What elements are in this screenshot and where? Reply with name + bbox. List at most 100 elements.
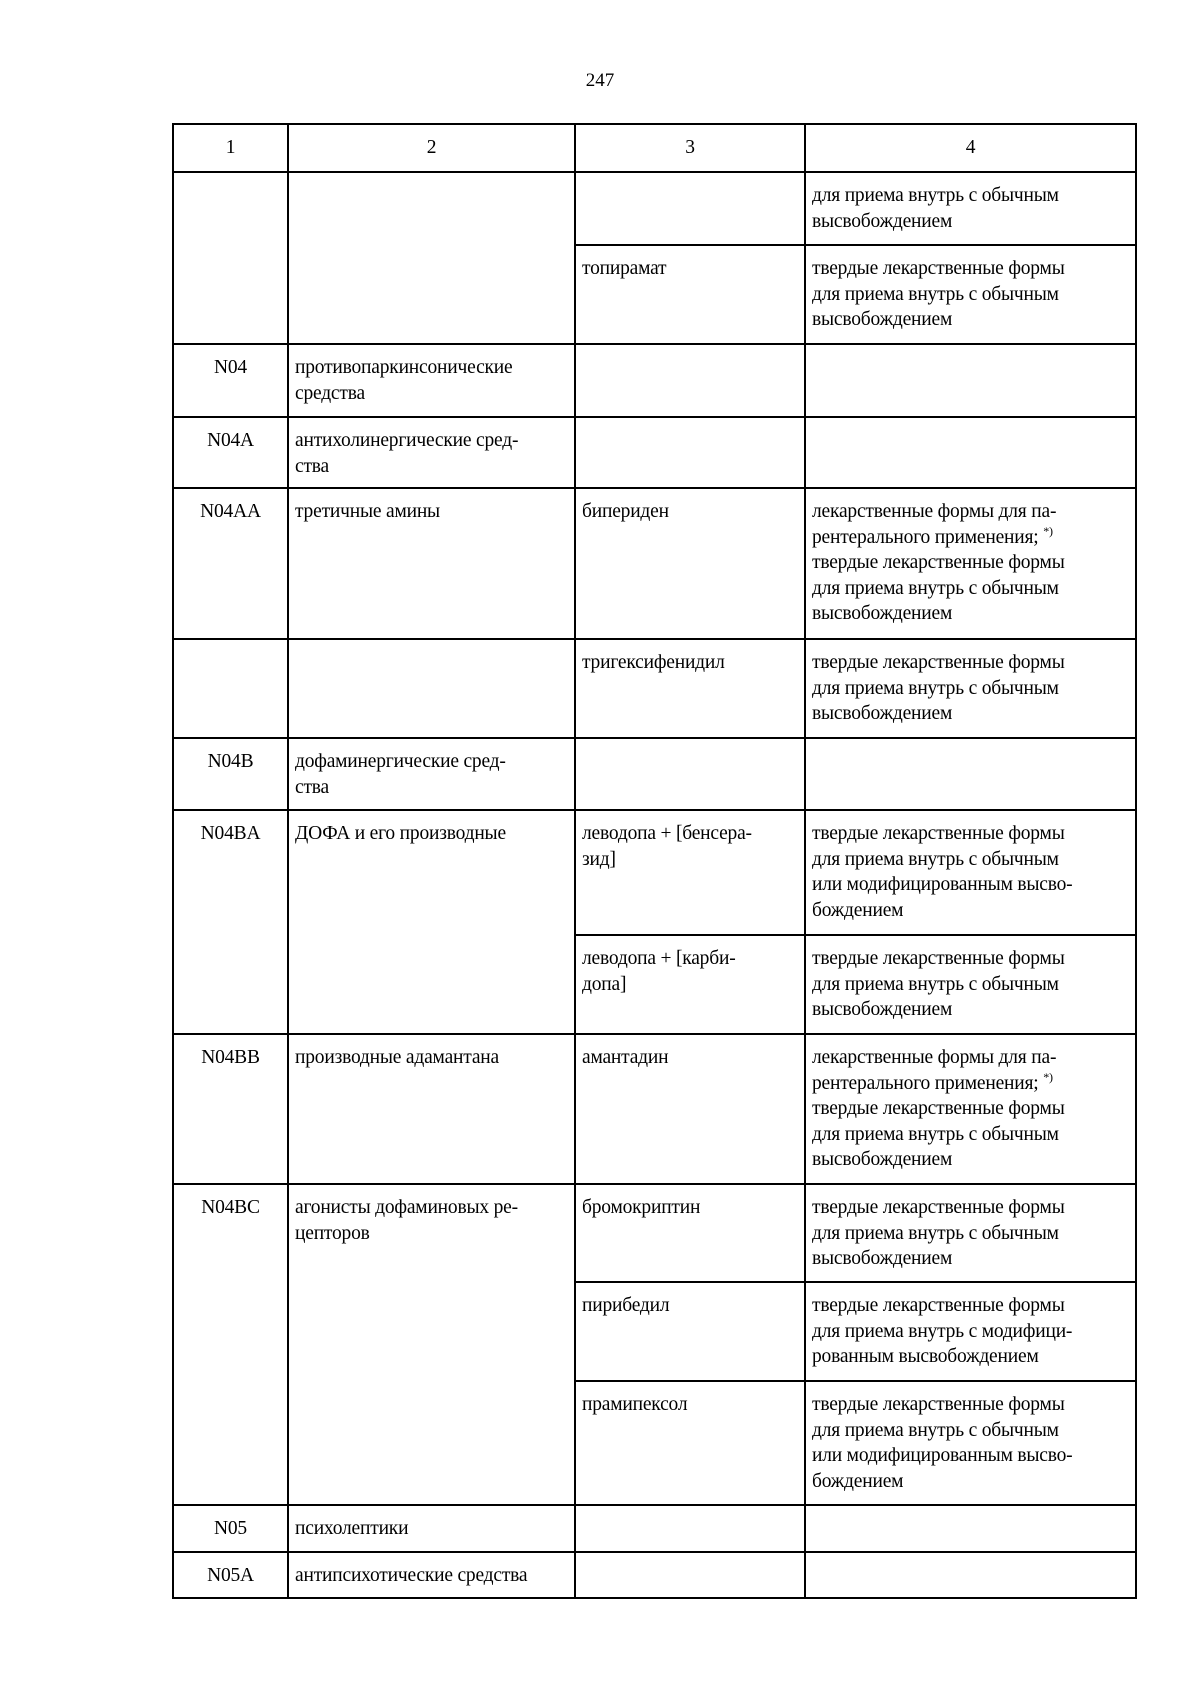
dosage-form-line: высвобождением — [812, 999, 953, 1020]
table-row: N04BA ДОФА и его производные леводопа + [б… — [172, 809, 1137, 1035]
dosage-form-cell — [804, 343, 1137, 418]
drug-name-cell — [574, 171, 806, 246]
header-col-1: 1 — [172, 123, 289, 173]
drug-name-cell — [574, 343, 806, 418]
dosage-form-line: твердые лекарственные формы — [812, 1394, 1065, 1415]
dosage-form-cell — [804, 737, 1137, 811]
dosage-form-line: лекарственные формы для па- — [812, 1047, 1057, 1068]
dosage-form-line: твердые лекарственные формы — [812, 948, 1065, 969]
atc-code-cell: N04A — [172, 416, 289, 489]
dosage-form-line: для приема внутрь с обычным — [812, 1123, 1059, 1145]
dosage-form-line: высвобождением — [812, 1248, 953, 1269]
atc-code-cell — [172, 638, 289, 739]
dosage-form-line: для приема внутрь с модифици- — [812, 1320, 1073, 1342]
table-row: тригексифенидил твердые лекарственные фор… — [172, 638, 1137, 739]
dosage-form-cell: твердые лекарственные формы для приема вн… — [804, 244, 1137, 345]
drug-name-cell: бипериден — [574, 487, 806, 640]
dosage-form-line: для приема внутрь с обычным — [812, 1222, 1059, 1244]
dosage-form-cell — [804, 416, 1137, 489]
dosage-form-line: рентерального применения; — [812, 1072, 1039, 1094]
dosage-form-line: высвобождением — [812, 309, 953, 330]
atc-group-cell: ДОФА и его производные — [287, 809, 576, 1035]
header-col-2: 2 — [287, 123, 576, 173]
atc-code-cell: N05A — [172, 1551, 289, 1599]
drug-name-cell — [574, 416, 806, 489]
drug-name-cell: амантадин — [574, 1033, 806, 1185]
dosage-form-line: для приема внутрь с обычным — [812, 677, 1059, 699]
dosage-form-cell: лекарственные формы для па-рентерального… — [804, 487, 1137, 640]
atc-code-cell: N04 — [172, 343, 289, 418]
dosage-form-line: или модифицированным высво- — [812, 874, 1073, 895]
dosage-form-line: лекарственные формы для па- — [812, 501, 1057, 522]
table-row: N04BC агонисты дофаминовых ре- цепторов бр… — [172, 1183, 1137, 1506]
dosage-form-line: для приема внутрь с обычным — [812, 185, 1059, 206]
footnote-marker: *) — [1043, 1069, 1053, 1084]
atc-group-cell: психолептики — [287, 1504, 576, 1553]
drug-name-cell: прамипексол — [574, 1380, 806, 1506]
dosage-form-line: рованным высвобождением — [812, 1346, 1039, 1367]
dosage-form-cell: твердые лекарственные формы для приема вн… — [804, 1183, 1137, 1283]
atc-group-cell: производные адамантана — [287, 1033, 576, 1185]
dosage-form-line: высвобождением — [812, 1149, 953, 1170]
dosage-form-line: твердые лекарственные формы — [812, 823, 1065, 844]
drug-table: 1 2 3 4 для приема внутрь с обычным высво… — [172, 123, 1137, 1599]
dosage-form-line: твердые лекарственные формы — [812, 552, 1065, 573]
atc-code-cell: N04BA — [172, 809, 289, 1035]
header-col-3: 3 — [574, 123, 806, 173]
atc-code-cell: N05 — [172, 1504, 289, 1553]
dosage-form-line: для приема внутрь с обычным — [812, 577, 1059, 599]
dosage-form-line: высвобождением — [812, 210, 953, 232]
table-row: N04BB производные адамантана амантадин лека… — [172, 1033, 1137, 1185]
atc-code-cell — [172, 171, 289, 345]
drug-name-cell — [574, 737, 806, 811]
dosage-form-line: для приема внутрь с обычным — [812, 848, 1059, 870]
table-row: топирамат твердые лекарственные формы для … — [173, 244, 1137, 345]
table-row: леводопа + [карби- допа] твердые лекарств… — [173, 934, 1137, 1035]
table-row: для приема внутрь с обычным высвобождение… — [172, 171, 1137, 345]
table-header-row: 1 2 3 4 — [172, 123, 1137, 173]
dosage-form-cell: твердые лекарственные формы для приема вн… — [804, 1380, 1137, 1506]
dosage-form-cell: твердые лекарственные формы для приема вн… — [804, 809, 1137, 936]
dosage-form-line: рентерального применения; — [812, 526, 1039, 548]
dosage-form-cell: твердые лекарственные формы для приема вн… — [804, 638, 1137, 739]
table-row: пирибедил твердые лекарственные формы для … — [173, 1281, 1137, 1382]
atc-group-cell: третичные амины — [287, 487, 576, 640]
table-row: N04AA третичные амины бипериден лекарственн… — [172, 487, 1137, 640]
drug-name-cell — [574, 1504, 806, 1553]
table-row: прамипексол твердые лекарственные формы дл… — [173, 1380, 1137, 1506]
atc-code-cell: N04AA — [172, 487, 289, 640]
drug-name-cell: пирибедил — [574, 1281, 806, 1382]
dosage-form-cell — [804, 1504, 1137, 1553]
dosage-form-cell: твердые лекарственные формы для приема вн… — [804, 934, 1137, 1035]
drug-name-cell: леводопа + [бенсера- зид] — [574, 809, 806, 936]
dosage-form-cell: твердые лекарственные формы для приема вн… — [804, 1281, 1137, 1382]
atc-group-cell — [287, 171, 576, 345]
table-row: N05 психолептики — [172, 1504, 1137, 1553]
table-row: N05A антипсихотические средства — [172, 1551, 1137, 1599]
drug-name-cell: леводопа + [карби- допа] — [574, 934, 806, 1035]
atc-group-cell: антихолинергические сред- ства — [287, 416, 576, 489]
header-col-4: 4 — [804, 123, 1137, 173]
atc-group-cell — [287, 638, 576, 739]
dosage-form-line: бождением — [812, 1470, 904, 1492]
dosage-form-line: высвобождением — [812, 603, 953, 624]
dosage-form-cell: лекарственные формы для па-рентерального… — [804, 1033, 1137, 1185]
atc-code-cell: N04BC — [172, 1183, 289, 1506]
page-number: 247 — [585, 70, 615, 91]
atc-code-cell: N04B — [172, 737, 289, 811]
drug-name-cell: топирамат — [574, 244, 806, 345]
dosage-form-line: для приема внутрь с обычным — [812, 283, 1059, 305]
dosage-form-cell — [804, 1551, 1137, 1599]
dosage-form-line: твердые лекарственные формы — [812, 1197, 1065, 1218]
drug-name-cell: бромокриптин — [574, 1183, 806, 1283]
table-row: N04 противопаркинсонические средства — [172, 343, 1137, 418]
dosage-form-cell: для приема внутрь с обычным высвобождение… — [804, 171, 1137, 246]
dosage-form-line: или модифицированным высво- — [812, 1445, 1073, 1466]
table-row: N04B дофаминергические сред- ства — [172, 737, 1137, 811]
atc-group-cell: агонисты дофаминовых ре- цепторов — [287, 1183, 576, 1506]
footnote-marker: *) — [1043, 523, 1053, 538]
atc-group-cell: антипсихотические средства — [287, 1551, 576, 1599]
dosage-form-line: для приема внутрь с обычным — [812, 973, 1059, 995]
dosage-form-line: высвобождением — [812, 703, 953, 724]
drug-name-cell: тригексифенидил — [574, 638, 806, 739]
